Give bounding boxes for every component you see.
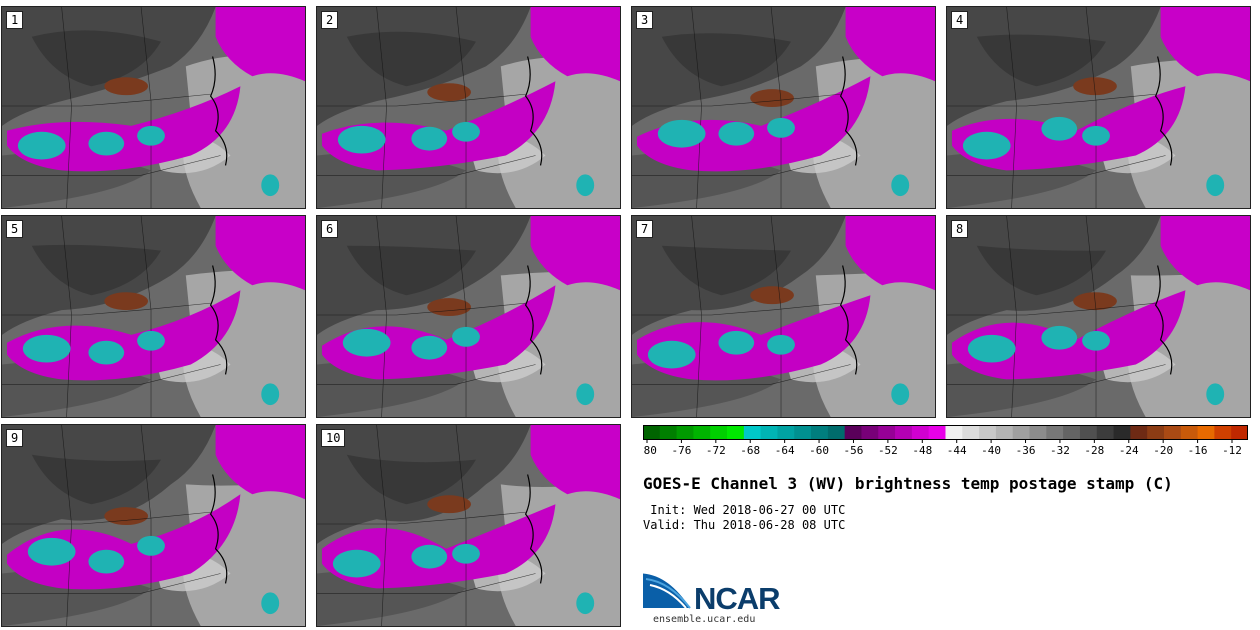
stamp-panel: 7 [631,215,936,418]
colorbar-tick-label: -64 [775,444,795,457]
colorbar-tick-label: -16 [1188,444,1208,457]
colorbar-swatch [794,425,812,440]
colorbar-tick-label: -24 [1119,444,1139,457]
colorbar-swatch [995,425,1014,440]
colorbar-swatch [962,425,980,440]
init-time: Init: Wed 2018-06-27 00 UTC [643,503,846,517]
colorbar-tick-label: -20 [1153,444,1173,457]
colorbar-swatch [1096,425,1115,440]
colorbar-swatch [1163,425,1182,440]
stamp-panel: 6 [316,215,621,418]
colorbar-swatch [1113,425,1131,440]
colorbar-tick-label: -44 [947,444,967,457]
colorbar-swatch [1130,425,1148,440]
colorbar-swatch [760,425,778,440]
stamp-number: 1 [6,11,24,29]
colorbar: -80 -76 -72 -68 -64 -60 -56 -52 -48 -44 -40 -36 -32 -… [643,425,1248,457]
colorbar-swatch [1012,425,1031,440]
colorbar-tick-label: -28 [1084,444,1104,457]
colorbar-swatch [1046,425,1064,440]
colorbar-swatch [1180,425,1199,440]
colorbar-swatch [676,425,694,440]
colorbar-swatch [979,425,997,440]
colorbar-swatch [878,425,896,440]
colorbar-swatch [1029,425,1047,440]
colorbar-swatch [659,425,678,440]
stamp-panel: 8 [946,215,1251,418]
colorbar-swatch [827,425,846,440]
stamp-panel: 1 [1,6,306,209]
colorbar-tick-label: -72 [706,444,726,457]
stamp-number: 6 [321,220,339,238]
stamp-number: 5 [6,220,24,238]
stamp-panel: 10 [316,424,621,627]
colorbar-tick-label: -80 [643,444,657,457]
colorbar-swatch [643,425,661,440]
colorbar-tick-label: -32 [1050,444,1070,457]
colorbar-swatch [1214,425,1232,440]
colorbar-swatch [945,425,963,440]
stamp-number: 2 [321,11,339,29]
colorbar-tick-label: -12 [1222,444,1242,457]
colorbar-tick-label: -48 [912,444,932,457]
stamp-number: 4 [951,11,969,29]
colorbar-swatch [1197,425,1215,440]
colorbar-swatch [811,425,829,440]
stamp-number: 9 [6,429,24,447]
colorbar-tick-label: -52 [878,444,898,457]
colorbar-swatch [1231,425,1248,440]
colorbar-tick-label: -60 [809,444,829,457]
stamp-panel: 5 [1,215,306,418]
colorbar-swatch [743,425,762,440]
colorbar-swatch [1063,425,1081,440]
colorbar-tick-label: -76 [671,444,691,457]
colorbar-swatch [1147,425,1165,440]
stamp-number: 8 [951,220,969,238]
colorbar-tick-label: -36 [1016,444,1036,457]
colorbar-tick-label: -68 [740,444,760,457]
stamp-panel: 2 [316,6,621,209]
ncar-logo: NCAR ensemble.ucar.edu [642,570,802,626]
colorbar-swatch [777,425,795,440]
stamp-panel: 4 [946,6,1251,209]
colorbar-swatch [1079,425,1098,440]
stamp-panel: 9 [1,424,306,627]
stamp-panel: 3 [631,6,936,209]
logo-url: ensemble.ucar.edu [653,614,755,625]
colorbar-tick-label: -56 [844,444,864,457]
stamp-number: 3 [636,11,654,29]
stamp-number: 7 [636,220,654,238]
colorbar-swatch [911,425,930,440]
colorbar-swatch [861,425,879,440]
colorbar-swatch [844,425,862,440]
valid-time: Valid: Thu 2018-06-28 08 UTC [643,518,846,532]
stamp-number: 10 [321,429,346,447]
colorbar-swatch [895,425,913,440]
colorbar-swatch [693,425,711,440]
figure-title: GOES-E Channel 3 (WV) brightness temp po… [643,474,1173,493]
colorbar-swatch [928,425,946,440]
logo-name: NCAR [694,581,780,616]
colorbar-swatch [710,425,728,440]
colorbar-tick-label: -40 [981,444,1001,457]
colorbar-swatch [727,425,745,440]
